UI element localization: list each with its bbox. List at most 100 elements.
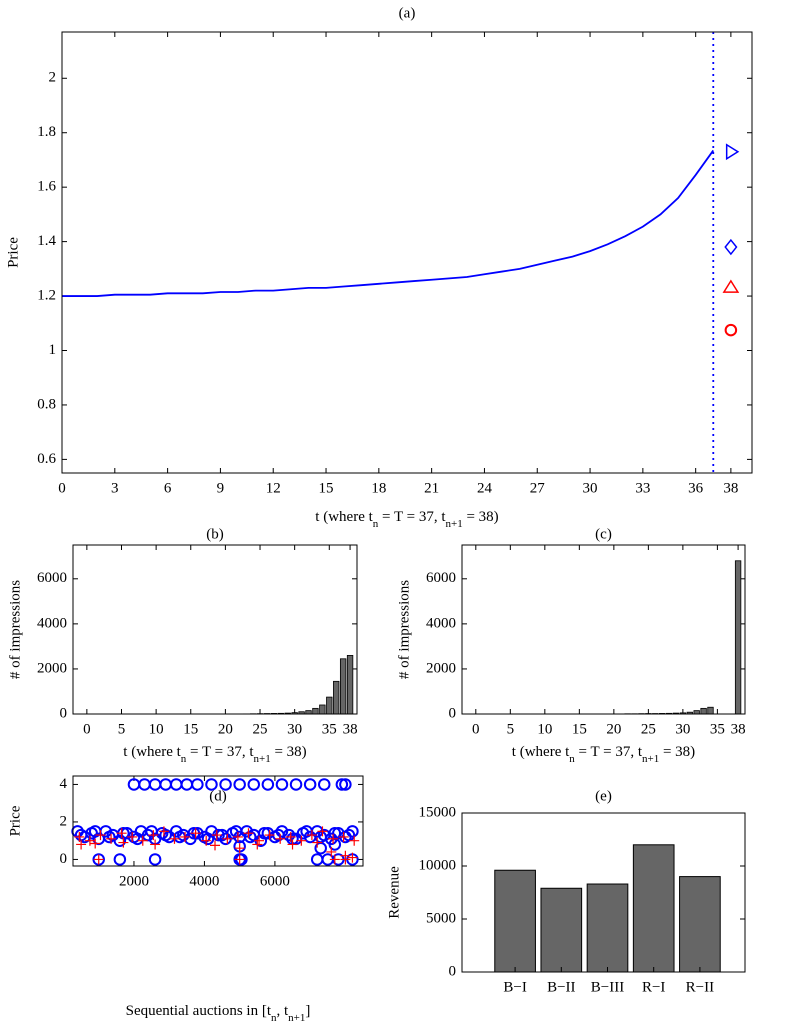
x-tick-label: 36 (688, 480, 704, 496)
bar (679, 876, 721, 973)
x-tick-label: 38 (723, 480, 738, 496)
y-tick-label: 2000 (37, 660, 67, 676)
y-tick-label: 1 (49, 342, 57, 358)
marker (201, 832, 215, 846)
marker (116, 828, 127, 839)
y-tick-label: 2000 (426, 660, 456, 676)
axes-frame (461, 812, 746, 973)
x-tick-label: 30 (287, 721, 302, 737)
marker (118, 837, 129, 848)
x-axis-label-part: = 38) (463, 509, 499, 525)
marker (328, 833, 339, 844)
x-tick-label: 10 (537, 721, 552, 737)
marker (145, 825, 158, 838)
marker (338, 831, 349, 842)
x-axis-label-part: = T = 37, t (186, 744, 254, 760)
bar (586, 883, 629, 973)
bar (700, 707, 707, 715)
panel-title: (c) (595, 526, 612, 542)
marker (285, 831, 296, 842)
marker (210, 840, 221, 851)
marker (137, 835, 148, 846)
marker (312, 837, 323, 848)
marker (317, 826, 328, 837)
panel-title: (e) (595, 788, 612, 804)
marker (303, 778, 317, 791)
x-axis-label: t (where tn = T = 37, tn+1 = 38) (123, 744, 306, 764)
y-axis-label: # of impressions (7, 580, 23, 679)
x-axis-label-part: n (271, 1012, 277, 1024)
x-axis-label-part: n (373, 518, 379, 530)
bar (346, 655, 354, 715)
marker (201, 835, 212, 846)
x-tick-label: R−II (686, 979, 714, 995)
marker (148, 830, 159, 841)
marker (159, 828, 172, 842)
x-tick-label: 6000 (260, 873, 290, 889)
x-tick-label: 0 (472, 721, 480, 737)
x-axis-label: t (where tn = T = 37, tn+1 = 38) (512, 744, 695, 764)
x-tick-label: 24 (477, 480, 493, 496)
bar (339, 658, 347, 715)
x-tick-label: 12 (266, 480, 281, 496)
y-tick-label: 10000 (419, 857, 457, 873)
marker (113, 853, 127, 866)
y-tick-label: 0 (449, 963, 457, 979)
marker (93, 854, 104, 865)
axes-frame (72, 775, 364, 867)
x-axis-label: Sequential auctions in [tn, tn+1] (126, 1003, 311, 1023)
x-axis-label-part: t (where t (123, 744, 181, 760)
x-tick-label: 35 (322, 721, 337, 737)
marker (90, 838, 101, 849)
marker (113, 834, 127, 847)
x-tick-label: 2000 (119, 873, 149, 889)
y-tick-label: 5000 (426, 910, 456, 926)
y-tick-label: 2 (60, 813, 68, 829)
marker (722, 279, 740, 293)
x-tick-label: 0 (83, 721, 91, 737)
marker (349, 835, 360, 846)
x-tick-label: 35 (710, 721, 725, 737)
x-tick-label: 25 (253, 721, 268, 737)
marker (252, 839, 263, 850)
marker (247, 778, 261, 791)
x-tick-label: 6 (164, 480, 172, 496)
marker (264, 830, 275, 841)
bar (333, 680, 340, 715)
y-tick-label: 0.6 (37, 451, 56, 467)
marker (232, 831, 243, 842)
x-tick-label: 4000 (189, 873, 219, 889)
axes-frame (461, 544, 746, 715)
y-tick-label: 15000 (419, 804, 457, 820)
x-axis-label-part: n+1 (254, 753, 271, 765)
y-axis-label: Price (7, 805, 23, 836)
x-tick-label: 27 (530, 480, 546, 496)
plot-area (62, 32, 752, 473)
bar (319, 704, 326, 715)
marker (84, 835, 95, 846)
x-tick-label: 38 (731, 721, 746, 737)
x-tick-label: 21 (424, 480, 439, 496)
x-axis-label-part: = 38) (271, 744, 307, 760)
marker (340, 854, 351, 865)
x-tick-label: 0 (58, 480, 66, 496)
marker (219, 778, 232, 791)
marker (243, 830, 257, 844)
marker (275, 833, 286, 844)
marker (339, 778, 352, 791)
x-tick-label: 30 (583, 480, 598, 496)
marker (243, 828, 254, 839)
panel-title: (b) (206, 526, 224, 542)
marker (347, 852, 358, 863)
marker (326, 846, 337, 857)
x-tick-label: 30 (675, 721, 690, 737)
marker (180, 831, 191, 842)
marker (725, 143, 740, 161)
marker (76, 839, 87, 850)
marker (95, 830, 106, 841)
marker (74, 831, 85, 842)
bar (693, 710, 700, 715)
x-axis-label-part: = T = 37, t (378, 509, 446, 525)
x-tick-label: 33 (635, 480, 650, 496)
marker (289, 778, 303, 791)
